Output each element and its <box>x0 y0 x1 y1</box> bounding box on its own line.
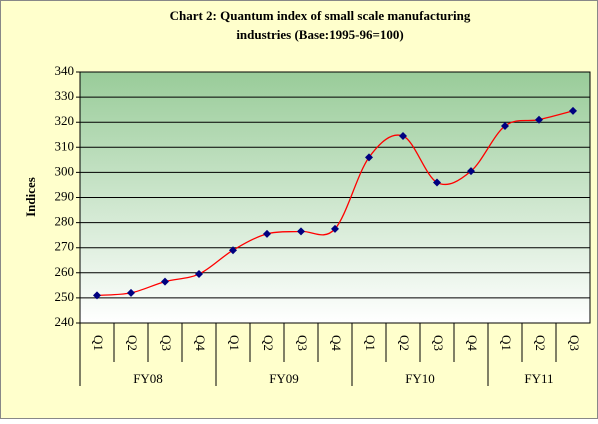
y-tick-label: 320 <box>55 113 75 128</box>
data-point <box>127 288 135 297</box>
x-tick-label: Q3 <box>159 335 174 351</box>
group-label: FY09 <box>269 371 299 386</box>
data-point <box>229 246 237 255</box>
chart-title: Chart 2: Quantum index of small scale ma… <box>170 8 471 23</box>
x-tick-label: Q4 <box>329 335 344 351</box>
group-label: FY08 <box>133 371 163 386</box>
y-tick-label: 290 <box>55 188 75 203</box>
data-point <box>161 277 169 286</box>
y-tick-label: 330 <box>55 88 75 103</box>
data-point <box>433 178 441 187</box>
x-tick-label: Q1 <box>499 335 514 351</box>
y-tick-label: 340 <box>55 63 75 78</box>
data-point <box>569 106 577 115</box>
data-point <box>93 291 101 300</box>
x-tick-label: Q2 <box>125 335 140 351</box>
y-tick-label: 300 <box>55 163 75 178</box>
data-point <box>195 270 203 279</box>
x-tick-label: Q2 <box>261 335 276 351</box>
x-tick-label: Q2 <box>397 335 412 351</box>
x-tick-label: Q3 <box>431 335 446 351</box>
data-point <box>297 227 305 236</box>
data-point <box>399 132 407 141</box>
data-point <box>467 167 475 176</box>
chart-title: industries (Base:1995-96=100) <box>236 27 403 42</box>
y-tick-label: 310 <box>55 138 75 153</box>
data-point <box>331 224 339 233</box>
group-label: FY10 <box>405 371 435 386</box>
group-label: FY11 <box>524 371 553 386</box>
y-tick-label: 240 <box>55 314 75 329</box>
x-tick-label: Q1 <box>227 335 242 351</box>
y-tick-label: 260 <box>55 264 75 279</box>
x-tick-label: Q4 <box>465 335 480 351</box>
data-point <box>263 229 271 238</box>
data-point <box>365 153 373 162</box>
x-tick-label: Q1 <box>363 335 378 351</box>
y-tick-label: 250 <box>55 289 75 304</box>
x-tick-label: Q3 <box>567 335 582 351</box>
y-tick-label: 270 <box>55 239 75 254</box>
data-point <box>535 115 543 124</box>
x-tick-label: Q4 <box>193 335 208 351</box>
x-tick-label: Q2 <box>533 335 548 351</box>
y-axis-label: Indices <box>23 177 38 217</box>
x-tick-label: Q3 <box>295 335 310 351</box>
data-point <box>501 121 509 130</box>
y-tick-label: 280 <box>55 214 75 229</box>
x-tick-label: Q1 <box>91 335 106 351</box>
